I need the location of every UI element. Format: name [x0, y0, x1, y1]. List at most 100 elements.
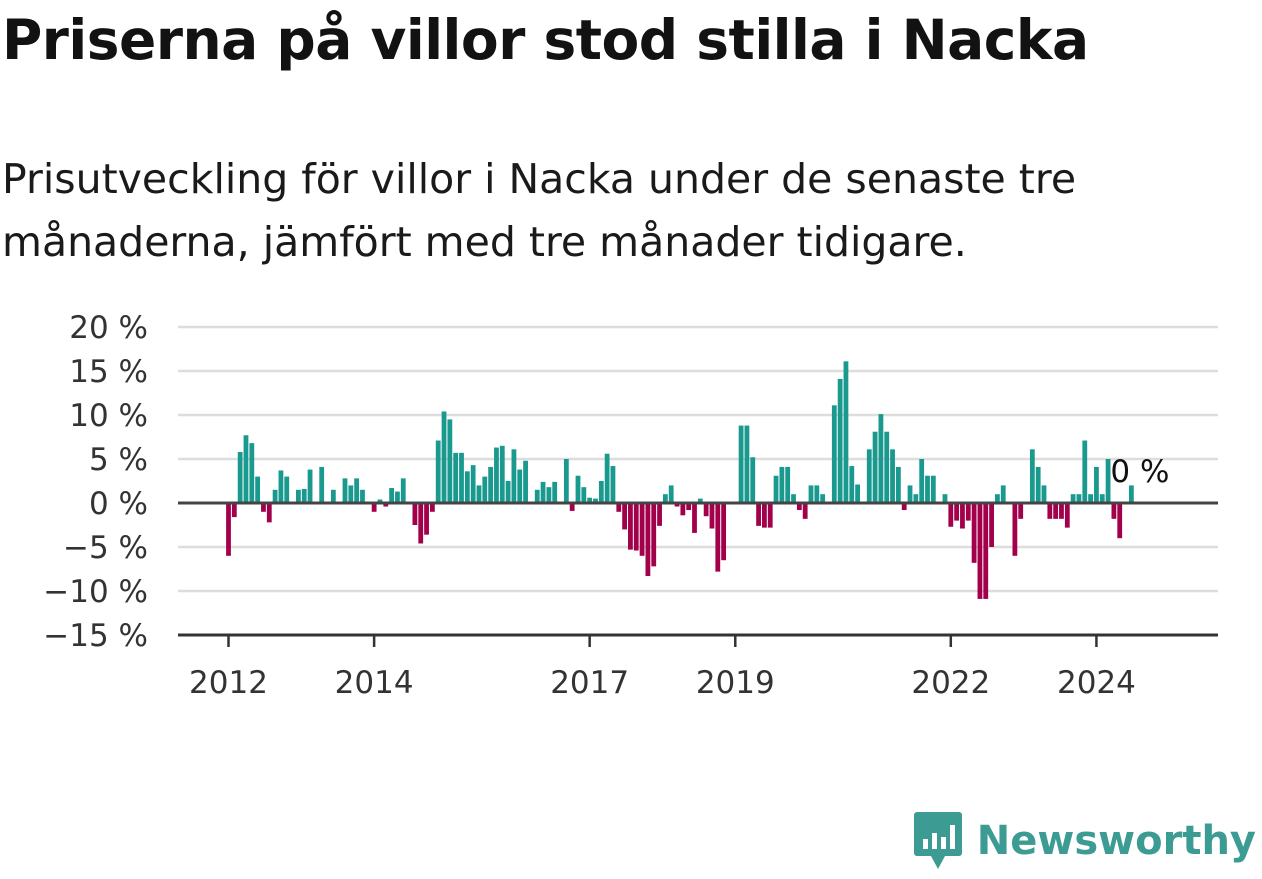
- bar: [831, 405, 837, 503]
- bar: [925, 475, 930, 503]
- bar: [633, 503, 639, 551]
- bar: [866, 449, 872, 503]
- bar: [779, 466, 785, 503]
- bar: [890, 449, 895, 503]
- y-tick-label: 10 %: [69, 398, 148, 434]
- bar: [319, 466, 325, 503]
- y-tick-label: 0 %: [89, 486, 148, 522]
- bar: [569, 503, 575, 511]
- bar: [814, 485, 820, 503]
- bar: [965, 503, 971, 521]
- bar: [674, 503, 680, 507]
- x-tick-label: 2022: [911, 665, 990, 701]
- bar: [989, 503, 994, 547]
- bar: [1047, 503, 1053, 519]
- bar: [680, 503, 686, 516]
- bar: [429, 503, 435, 512]
- bar: [231, 503, 237, 518]
- bar: [575, 475, 581, 503]
- bar: [785, 466, 791, 503]
- y-tick-label: −10 %: [43, 574, 148, 610]
- bar: [453, 452, 459, 503]
- bar: [639, 503, 645, 556]
- bar: [249, 443, 255, 503]
- bar: [383, 503, 389, 507]
- axes: [178, 501, 1218, 637]
- bar: [948, 503, 954, 527]
- bar: [930, 475, 936, 503]
- bar: [395, 491, 400, 503]
- bar: [721, 503, 727, 561]
- bar: [360, 489, 365, 503]
- bar: [796, 503, 802, 511]
- bar: [855, 484, 860, 503]
- bar: [709, 503, 715, 529]
- bar: [703, 503, 709, 517]
- bar: [884, 431, 890, 503]
- bar: [977, 503, 983, 599]
- x-tick-label: 2012: [189, 665, 268, 701]
- bar: [849, 466, 855, 503]
- bar: [1018, 503, 1024, 519]
- bar: [960, 503, 965, 529]
- bar: [773, 475, 779, 503]
- bar: [389, 488, 394, 503]
- bar: [447, 419, 453, 503]
- bar: [546, 487, 552, 503]
- x-axis-ticks: 2012 2014 2017 2019 2022 2024: [189, 635, 1136, 701]
- bar: [523, 460, 528, 503]
- bar: [1059, 503, 1064, 519]
- bar: [226, 503, 231, 556]
- bar: [261, 503, 266, 512]
- end-value-label: 0 %: [1110, 454, 1169, 490]
- bar: [1082, 440, 1088, 503]
- bar: [511, 449, 517, 503]
- bar: [767, 503, 773, 528]
- bar: [1094, 466, 1099, 503]
- bar: [412, 503, 418, 525]
- bar: [802, 503, 808, 519]
- bar: [686, 503, 692, 511]
- bar: [738, 425, 744, 503]
- chart-subtitle: Prisutveckling för villor i Nacka under …: [2, 155, 1077, 266]
- bar: [593, 498, 598, 503]
- bar: [534, 489, 540, 503]
- bar: [697, 498, 703, 503]
- bar: [505, 481, 511, 503]
- y-tick-label: 5 %: [89, 442, 148, 478]
- bar: [307, 469, 313, 503]
- bar: [878, 414, 884, 503]
- bar: [1105, 459, 1111, 503]
- bar: [756, 503, 761, 526]
- y-tick-label: 15 %: [69, 354, 148, 390]
- bar: [750, 457, 756, 503]
- chart-title: Priserna på villor stod stilla i Nacka: [2, 8, 1089, 72]
- bar: [1035, 466, 1041, 503]
- bar: [744, 425, 750, 503]
- bar: [296, 489, 301, 503]
- bar: [255, 476, 261, 503]
- bar: [441, 411, 447, 503]
- bar: [470, 465, 476, 503]
- bar: [895, 466, 901, 503]
- bar: [715, 503, 721, 572]
- bar: [1111, 503, 1117, 519]
- bar: [488, 466, 494, 503]
- bar: [476, 485, 482, 503]
- bar: [1029, 449, 1035, 503]
- bar: [791, 494, 796, 503]
- bar: [563, 459, 569, 503]
- bar: [284, 476, 290, 503]
- gridlines: [178, 325, 1218, 593]
- bar: [371, 503, 377, 512]
- bar-chart: 20 %15 %10 %5 %0 %−5 %−10 %−15 % 2012 201…: [43, 310, 1218, 701]
- bar: [651, 503, 657, 567]
- y-tick-label: −15 %: [43, 618, 148, 654]
- bar: [662, 494, 668, 503]
- x-tick-label: 2019: [696, 665, 775, 701]
- bar: [1128, 485, 1134, 503]
- bar: [692, 503, 697, 533]
- bar: [622, 503, 627, 530]
- bar: [983, 503, 989, 599]
- bar: [1088, 494, 1093, 503]
